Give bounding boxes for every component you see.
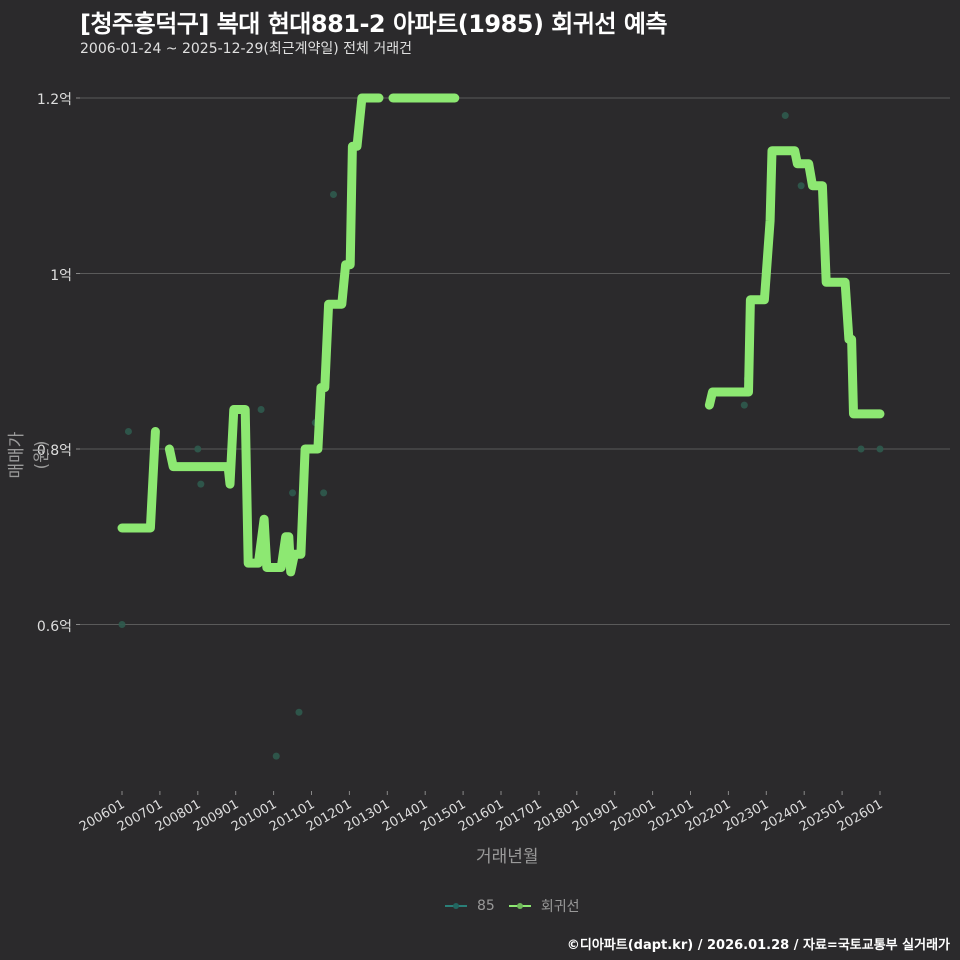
scatter-point — [857, 445, 865, 453]
y-tick-label: 0.8억 — [36, 443, 72, 459]
scatter-point — [289, 489, 297, 497]
x-axis-label: 거래년월 — [476, 847, 539, 867]
chart-title: [청주흥덕구] 복대 현대881-2 아파트(1985) 회귀선 예측 — [80, 10, 668, 38]
scatter-point — [257, 406, 265, 414]
scatter-point — [197, 480, 205, 488]
legend-key-regression-icon — [508, 905, 531, 907]
legend: 85 회귀선 — [445, 896, 585, 916]
scatter-point — [124, 427, 132, 435]
legend-item-85[interactable]: 85 — [445, 898, 495, 914]
scatter-point — [740, 401, 748, 409]
y-axis-label: 매매가(원) — [7, 431, 52, 479]
regression-line — [164, 93, 384, 577]
scatter-point — [781, 112, 789, 120]
chart-subtitle: 2006-01-24 ~ 2025-12-29(최근계약일) 전체 거래건 — [80, 41, 412, 57]
scatter-point — [320, 489, 328, 497]
legend-item-regression[interactable]: 회귀선 — [508, 896, 580, 916]
scatter-point — [295, 708, 303, 716]
regression-line — [704, 146, 885, 419]
y-tick-label: 1억 — [50, 267, 72, 284]
scatter-point — [329, 191, 337, 199]
y-tick-label: 1.2억 — [36, 92, 72, 108]
scatter-point — [194, 445, 202, 453]
footer-credit: ©디아파트(dapt.kr) / 2026.01.28 / 자료=국토교통부 실… — [566, 938, 950, 953]
legend-label-regression: 회귀선 — [540, 899, 580, 915]
y-tick-label: 0.6억 — [36, 618, 72, 635]
legend-label-85: 85 — [477, 898, 495, 914]
scatter-point — [272, 752, 280, 760]
scatter-point — [797, 182, 805, 190]
scatter-point — [876, 445, 884, 453]
regression-line — [117, 427, 160, 533]
scatter-point — [118, 621, 126, 628]
legend-key-85-icon — [445, 905, 467, 907]
